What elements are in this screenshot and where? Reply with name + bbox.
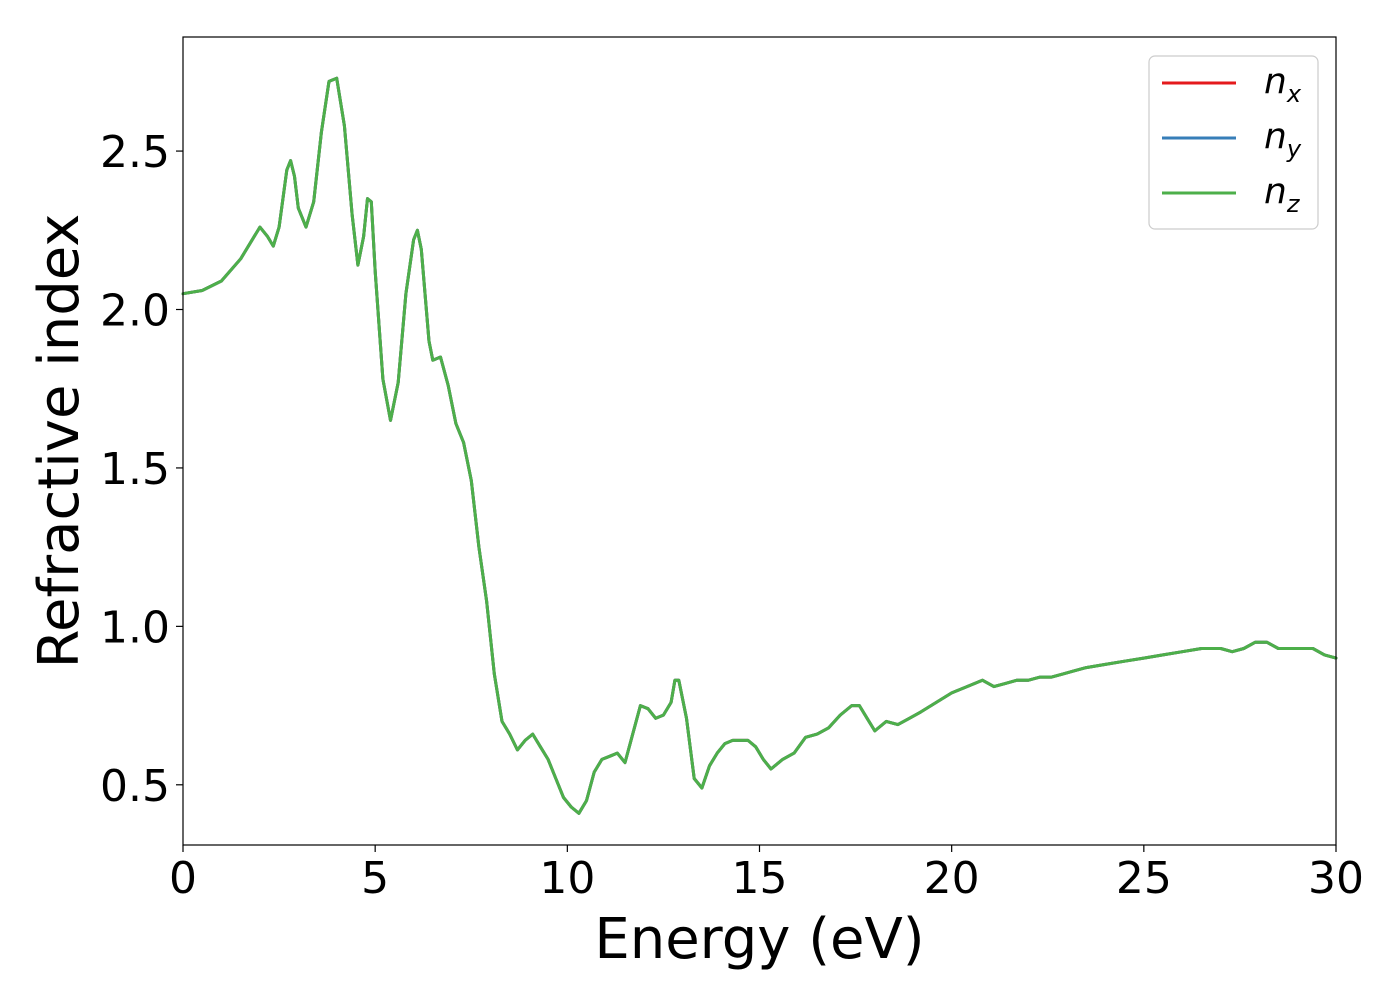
y-tick-label: 0.5	[100, 761, 170, 812]
x-tick-label: 20	[924, 853, 980, 904]
y-tick-label: 1.0	[100, 602, 170, 653]
series-layer	[181, 76, 1338, 815]
y-tick-label: 2.0	[100, 286, 170, 337]
x-tick-label: 10	[539, 853, 595, 904]
legend-label-subscript: y	[1286, 135, 1302, 163]
legend-frame	[1148, 55, 1319, 230]
y-tick-label: 1.5	[100, 444, 170, 495]
x-tick-label: 25	[1116, 853, 1172, 904]
x-tick-label: 30	[1308, 853, 1364, 904]
x-tick-label: 5	[361, 853, 389, 904]
x-axis-label: Energy (eV)	[594, 907, 924, 972]
legend-label-z: nz	[1264, 171, 1301, 218]
legend-label-base: n	[1264, 116, 1287, 157]
legend-label-base: n	[1264, 61, 1287, 102]
legend-label-y: ny	[1264, 116, 1302, 163]
y-axis-label: Refractive index	[27, 214, 92, 669]
legend-label-x: nx	[1264, 61, 1302, 108]
plot-frame	[182, 36, 1337, 846]
series-line-nz	[181, 76, 1338, 815]
legend-label-subscript: x	[1286, 80, 1302, 108]
ticks-layer: 0 5 10 15 20 25 30 0.5 1.0 1.5 2.0 2.5	[100, 127, 1364, 904]
legend-label-subscript: z	[1286, 190, 1301, 218]
legend-label-base: n	[1264, 171, 1287, 212]
x-tick-label: 15	[732, 853, 788, 904]
y-tick-label: 2.5	[100, 127, 170, 178]
x-tick-label: 0	[169, 853, 197, 904]
